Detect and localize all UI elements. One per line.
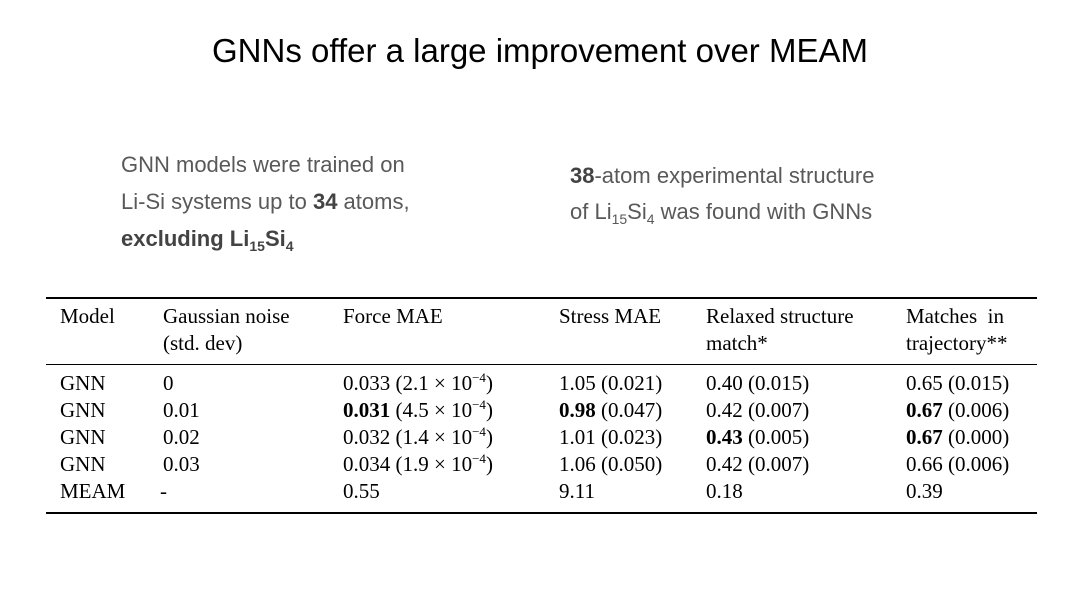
cell-force: 0.55 — [343, 479, 380, 503]
header-stress: Stress MAE — [559, 304, 662, 328]
slide-title: GNNs offer a large improvement over MEAM — [212, 32, 868, 69]
cell-matches: 0.67 (0.006) — [906, 398, 1010, 422]
cell-stress: 9.11 — [559, 479, 595, 503]
training-note-line-1: GNN models were trained on — [121, 152, 405, 177]
training-note: GNN models were trained on Li-Si systems… — [121, 146, 521, 257]
cell-force: 0.034 (1.9 × 10−4) — [343, 451, 493, 476]
cell-relaxed: 0.40 (0.015) — [706, 371, 810, 395]
cell-noise: 0.03 — [163, 452, 200, 476]
result-note-line-2: of Li15Si4 was found with GNNs — [570, 199, 873, 227]
training-note-line-2: Li-Si systems up to 34 atoms, — [121, 189, 410, 214]
cell-stress: 1.01 (0.023) — [559, 425, 663, 449]
header-noise-sub: (std. dev) — [163, 331, 243, 355]
cell-stress: 0.98 (0.047) — [559, 398, 663, 422]
cell-force: 0.032 (1.4 × 10−4) — [343, 424, 493, 449]
cell-relaxed: 0.18 — [706, 479, 743, 503]
header-force: Force MAE — [343, 304, 443, 328]
training-note-line-3: excluding Li15Si4 — [121, 226, 294, 254]
cell-model: GNN — [60, 398, 106, 422]
cell-relaxed: 0.43 (0.005) — [706, 425, 810, 449]
cell-matches: 0.66 (0.006) — [906, 452, 1010, 476]
cell-stress: 1.05 (0.021) — [559, 371, 663, 395]
header-relaxed-sub: match* — [706, 331, 768, 355]
header-matches: Matches in — [906, 304, 1004, 328]
table-top-rule — [46, 297, 1037, 299]
header-model: Model — [60, 304, 115, 328]
result-note: 38-atom experimental structure of Li15Si… — [570, 158, 990, 230]
cell-stress: 1.06 (0.050) — [559, 452, 663, 476]
cell-noise: 0.02 — [163, 425, 200, 449]
header-noise: Gaussian noise — [163, 304, 290, 328]
table-bottom-rule — [46, 512, 1037, 514]
cell-force: 0.033 (2.1 × 10−4) — [343, 370, 493, 395]
cell-model: MEAM — [60, 479, 126, 503]
cell-matches: 0.65 (0.015) — [906, 371, 1010, 395]
header-relaxed: Relaxed structure — [706, 304, 854, 328]
cell-model: GNN — [60, 425, 106, 449]
cell-model: GNN — [60, 452, 106, 476]
cell-noise: 0 — [163, 371, 174, 395]
cell-model: GNN — [60, 371, 106, 395]
cell-relaxed: 0.42 (0.007) — [706, 452, 810, 476]
cell-force: 0.031 (4.5 × 10−4) — [343, 397, 493, 422]
result-note-line-1: 38-atom experimental structure — [570, 163, 875, 188]
cell-noise: - — [160, 479, 167, 503]
header-matches-sub: trajectory** — [906, 331, 1008, 355]
cell-matches: 0.39 — [906, 479, 943, 503]
table-header-rule — [46, 364, 1037, 365]
cell-relaxed: 0.42 (0.007) — [706, 398, 810, 422]
cell-noise: 0.01 — [163, 398, 200, 422]
cell-matches: 0.67 (0.000) — [906, 425, 1010, 449]
